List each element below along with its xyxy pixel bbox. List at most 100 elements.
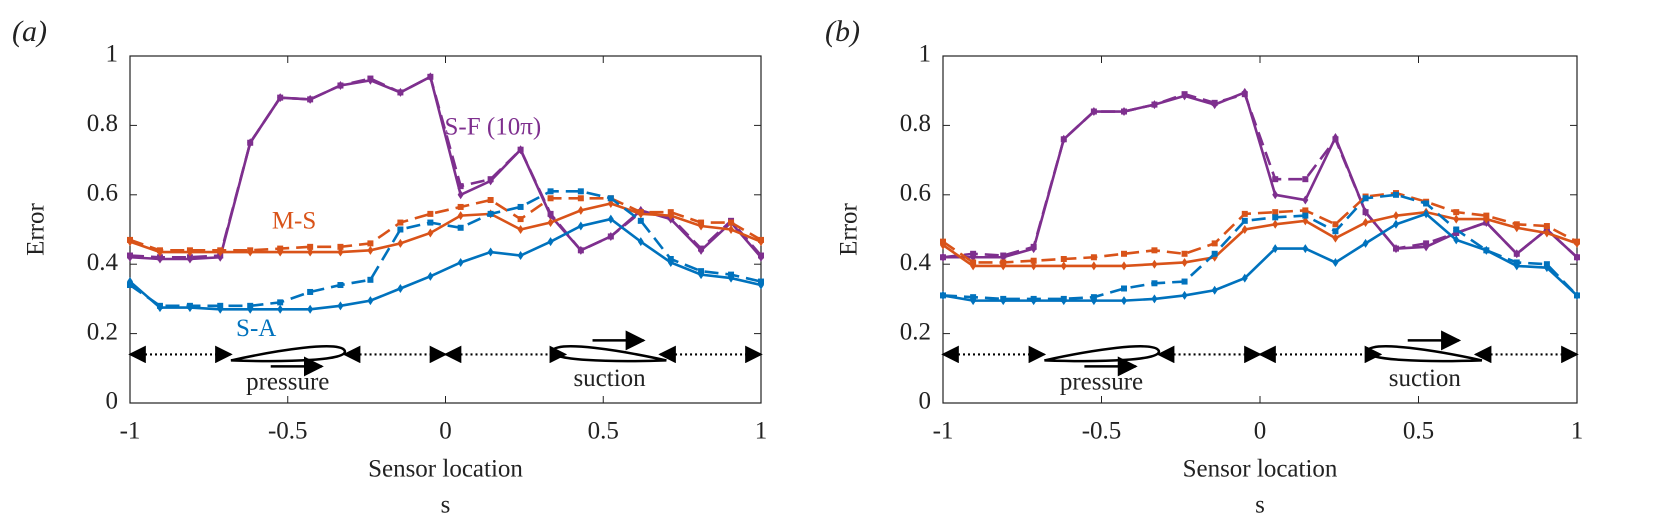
marker-square — [1574, 254, 1580, 261]
marker-diamond — [1272, 190, 1279, 200]
marker-square — [1332, 136, 1339, 143]
x-axis-label: s — [1255, 492, 1265, 519]
marker-diamond — [728, 225, 735, 234]
marker-square — [247, 247, 254, 254]
y-tick-label: 0.8 — [87, 110, 118, 137]
marker-square — [367, 240, 374, 247]
marker-square — [367, 75, 374, 82]
airfoil-icon — [230, 345, 346, 363]
marker-diamond — [1392, 211, 1399, 221]
marker-diamond — [1332, 257, 1339, 267]
series-line — [129, 202, 762, 254]
marker-square — [217, 247, 224, 254]
marker-square — [1392, 245, 1399, 252]
marker-diamond — [607, 214, 614, 224]
marker-square — [156, 247, 163, 254]
marker-square — [1181, 91, 1188, 98]
marker-square — [758, 278, 764, 285]
marker-diamond — [277, 304, 284, 314]
marker-square — [728, 271, 735, 278]
marker-diamond — [427, 271, 434, 281]
marker-square — [1151, 280, 1158, 287]
marker-square — [1302, 212, 1309, 219]
marker-diamond — [427, 228, 434, 238]
annotation: pressure — [1060, 369, 1143, 396]
marker-square — [186, 302, 193, 309]
series-line — [129, 74, 762, 261]
marker-square — [1030, 243, 1037, 250]
marker-square — [307, 243, 314, 250]
marker-square — [1272, 176, 1279, 183]
marker-diamond — [1332, 233, 1339, 243]
marker-square — [186, 254, 193, 261]
marker-square — [1574, 238, 1580, 245]
marker-square — [698, 268, 705, 275]
marker-diamond — [457, 257, 464, 267]
x-tick-label: -0.5 — [268, 418, 308, 445]
marker-diamond — [1211, 252, 1218, 262]
annotation: M-S — [272, 207, 316, 234]
marker-square — [1030, 257, 1037, 264]
x-axis-label: Sensor location — [1183, 456, 1338, 483]
marker-square — [1000, 295, 1007, 302]
marker-diamond — [577, 221, 584, 231]
x-tick-label: 0 — [439, 418, 452, 445]
x-tick-label: -1 — [933, 418, 954, 445]
marker-diamond — [577, 205, 584, 215]
marker-square — [1241, 91, 1248, 98]
marker-square — [728, 219, 735, 226]
panel-label: (a) — [12, 15, 47, 48]
y-tick-label: 0.2 — [87, 318, 118, 345]
marker-square — [698, 219, 705, 226]
marker-diamond — [457, 211, 464, 221]
marker-diamond — [1181, 257, 1188, 267]
marker-square — [487, 210, 494, 217]
marker-square — [1423, 200, 1430, 207]
x-tick-label: -1 — [120, 418, 141, 445]
marker-square — [156, 254, 163, 261]
marker-square — [277, 94, 284, 101]
series-line — [129, 74, 762, 259]
marker-square — [127, 252, 133, 259]
marker-square — [397, 219, 404, 226]
marker-square — [277, 245, 284, 252]
marker-square — [577, 188, 584, 195]
marker-square — [307, 288, 314, 295]
marker-diamond — [547, 237, 554, 247]
marker-square — [1543, 223, 1550, 230]
y-tick-label: 0 — [106, 388, 119, 415]
annotation: suction — [573, 365, 646, 392]
marker-square — [1513, 221, 1520, 228]
marker-diamond — [637, 237, 644, 247]
marker-diamond — [517, 225, 524, 234]
marker-square — [397, 226, 404, 233]
marker-square — [337, 282, 344, 289]
marker-square — [1392, 191, 1399, 198]
marker-diamond — [1272, 244, 1279, 254]
y-tick-label: 0.6 — [87, 180, 118, 207]
marker-square — [247, 139, 254, 146]
marker-diamond — [1181, 290, 1188, 300]
marker-square — [156, 302, 163, 309]
panel: (a) Error Sensor location s 0 0.2 0.4 0.6 0.8 1 -1… — [12, 15, 767, 519]
x-axis-label: s — [441, 492, 451, 519]
annotation: suction — [1389, 365, 1462, 392]
marker-square — [547, 210, 554, 217]
x-axis-label: Sensor location — [368, 456, 523, 483]
marker-diamond — [397, 238, 404, 248]
annotation: S-A — [236, 315, 276, 342]
series-line — [942, 92, 1578, 259]
marker-diamond — [1302, 244, 1309, 254]
marker-square — [970, 250, 977, 257]
marker-diamond — [517, 251, 524, 261]
marker-square — [127, 236, 133, 243]
series-line — [129, 190, 762, 308]
marker-square — [1211, 250, 1218, 257]
marker-diamond — [307, 304, 314, 314]
marker-square — [457, 183, 464, 190]
annotation: S-F (10π) — [444, 114, 541, 141]
marker-diamond — [1423, 209, 1430, 219]
marker-square — [1513, 250, 1520, 257]
marker-square — [337, 82, 344, 89]
marker-square — [940, 238, 946, 245]
